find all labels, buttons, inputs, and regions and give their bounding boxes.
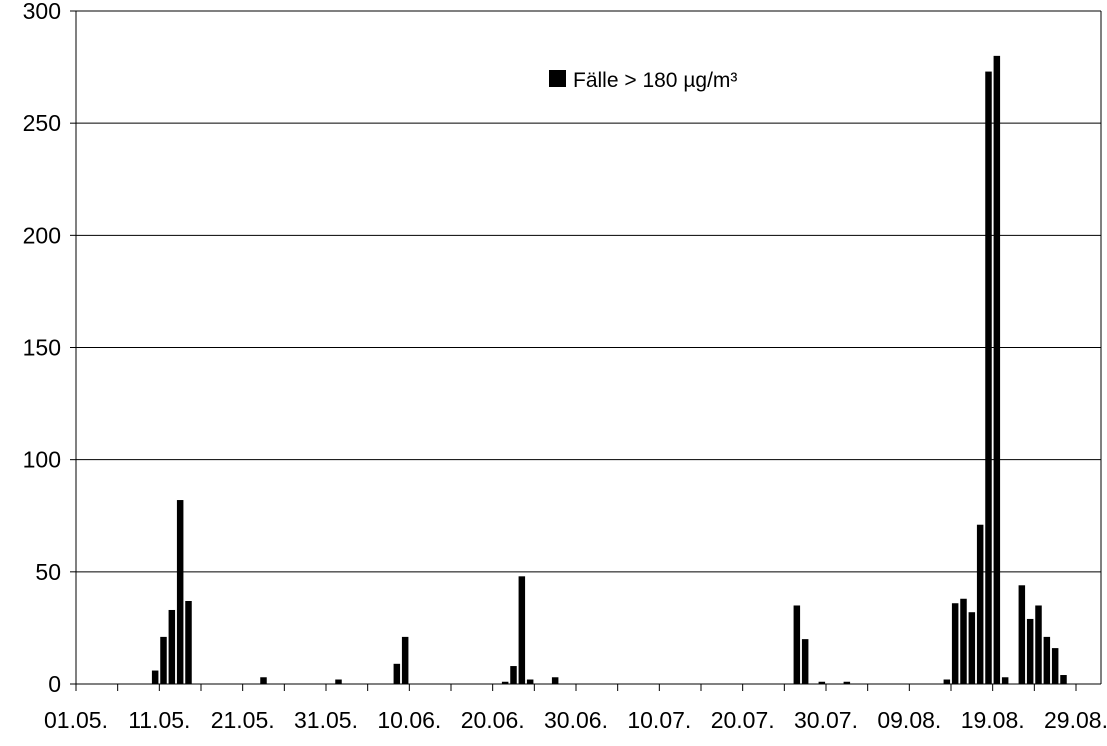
bar <box>1018 585 1026 684</box>
bar <box>176 500 184 684</box>
bar <box>1026 618 1034 684</box>
bar <box>960 598 967 684</box>
bar <box>968 612 976 684</box>
gridlines <box>76 10 1101 573</box>
bar <box>1001 677 1009 684</box>
bar <box>401 636 409 684</box>
bar <box>985 71 992 684</box>
bar <box>393 663 401 684</box>
x-tick-label: 31.05. <box>294 707 358 733</box>
y-tick-label: 50 <box>35 559 61 585</box>
y-tick-label: 200 <box>23 222 61 248</box>
bar <box>260 677 267 684</box>
bar <box>951 603 959 684</box>
y-tick-labels: 0 50 100 150 200 250 300 <box>23 0 61 697</box>
bar <box>1043 636 1051 684</box>
x-tick-label: 01.05. <box>44 707 108 733</box>
bar <box>185 600 192 684</box>
x-tick-label: 20.07. <box>711 707 775 733</box>
bar <box>518 576 526 684</box>
x-tick-labels: 01.05. 11.05. 21.05. 31.05. 10.06. 20.06. 30.0… <box>44 707 1107 733</box>
bar <box>526 679 534 684</box>
x-tick-label: 20.06. <box>461 707 525 733</box>
bar <box>943 679 951 684</box>
x-tick-label: 29.08. <box>1044 707 1107 733</box>
bar <box>501 681 509 684</box>
x-tick-label: 21.05. <box>211 707 275 733</box>
bar <box>818 681 826 684</box>
y-tick-label: 150 <box>23 335 61 361</box>
bar <box>1060 675 1067 684</box>
bar <box>801 639 809 684</box>
x-tick-label: 09.08. <box>877 707 941 733</box>
x-tick-label: 10.06. <box>377 707 441 733</box>
x-tick-label: 10.07. <box>627 707 691 733</box>
axes <box>70 10 1102 691</box>
bar <box>793 605 801 684</box>
bar <box>1035 605 1042 684</box>
y-tick-label: 300 <box>23 0 61 24</box>
bar <box>151 670 159 684</box>
bar <box>993 55 1001 685</box>
bar <box>1051 648 1059 684</box>
bar <box>510 666 517 684</box>
bars <box>151 55 1067 685</box>
legend: Fälle > 180 µg/m³ <box>549 69 737 92</box>
bar <box>160 636 167 684</box>
bar <box>976 524 984 684</box>
y-tick-label: 250 <box>23 110 61 136</box>
bar <box>551 677 559 684</box>
x-tick-label: 11.05. <box>128 707 190 733</box>
x-tick-label: 30.07. <box>794 707 858 733</box>
bar <box>843 681 851 684</box>
legend-label: Fälle > 180 µg/m³ <box>573 69 737 92</box>
x-tick-label: 19.08. <box>961 707 1025 733</box>
y-tick-label: 0 <box>48 671 61 697</box>
bar <box>335 679 342 684</box>
bar <box>168 609 176 684</box>
x-tick-label: 30.06. <box>544 707 608 733</box>
y-tick-label: 100 <box>23 447 61 473</box>
legend-swatch <box>549 70 566 87</box>
